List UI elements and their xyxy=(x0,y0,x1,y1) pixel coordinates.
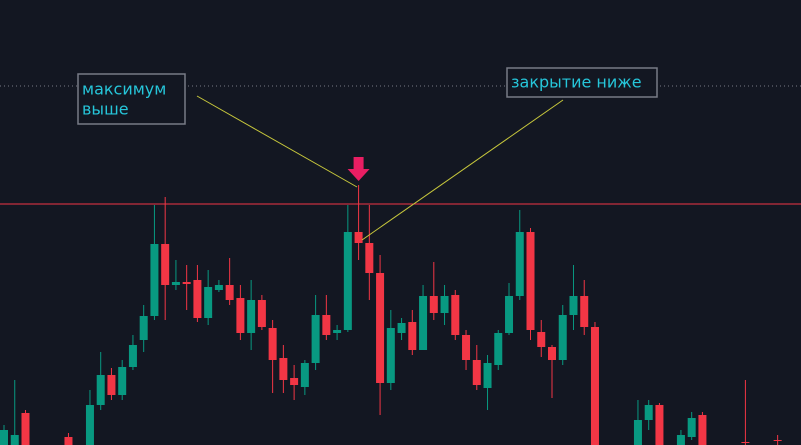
candle-body xyxy=(322,315,331,335)
candle-body xyxy=(376,273,385,383)
candle-body xyxy=(580,296,589,327)
candle-body xyxy=(85,405,94,445)
candle-body xyxy=(225,285,234,300)
candle-body xyxy=(483,363,492,388)
candle-body xyxy=(408,322,417,350)
candle-body xyxy=(300,363,309,387)
signal-arrow xyxy=(347,157,370,181)
candle-body xyxy=(182,282,191,284)
candle-body xyxy=(128,345,137,367)
candle-body xyxy=(150,244,159,316)
annotation-box: закрытие ниже xyxy=(506,67,658,98)
candle-body xyxy=(236,298,245,333)
candle-body xyxy=(0,430,8,445)
annotation-text: выше xyxy=(82,100,129,119)
candle-body xyxy=(505,296,514,333)
candle-body xyxy=(419,296,428,350)
candle-body xyxy=(161,244,170,285)
candle-body xyxy=(472,360,481,385)
candle-body xyxy=(676,435,685,445)
candle-body xyxy=(279,358,288,380)
candle-body xyxy=(644,405,653,420)
annotation-line xyxy=(196,95,358,188)
candle-body xyxy=(204,287,213,318)
annotation-line xyxy=(361,99,564,241)
candle-body xyxy=(386,328,395,383)
candle-body xyxy=(311,315,320,363)
candle-body xyxy=(21,413,30,445)
candle-body xyxy=(451,295,460,335)
candle-body xyxy=(515,232,524,296)
candle-body xyxy=(462,335,471,360)
candle-body xyxy=(118,367,127,395)
candle-body xyxy=(171,282,180,285)
candle-body xyxy=(247,300,256,333)
candle-body xyxy=(193,280,202,318)
candle-body xyxy=(290,378,299,385)
candle-body xyxy=(429,296,438,313)
candle-body xyxy=(64,437,73,445)
candle-body xyxy=(440,296,449,313)
annotation-text: максимум xyxy=(82,80,166,99)
candle-body xyxy=(257,300,266,327)
candle-body xyxy=(494,333,503,365)
candle-body xyxy=(397,323,406,333)
candle-body xyxy=(526,232,535,330)
candle-body xyxy=(365,243,374,273)
candle-body xyxy=(96,375,105,405)
candle-body xyxy=(633,420,642,445)
candle-body xyxy=(547,347,556,360)
annotation-frame xyxy=(77,73,186,125)
candle-body xyxy=(214,285,223,290)
annotation-text: закрытие ниже xyxy=(511,73,642,92)
candle-body xyxy=(687,418,696,437)
candle-body xyxy=(354,232,363,243)
candle-body xyxy=(590,327,599,445)
candle-body xyxy=(107,375,116,395)
candle-body xyxy=(10,435,19,445)
candle-body xyxy=(558,315,567,360)
candle-body xyxy=(139,316,148,340)
candle-body xyxy=(698,415,707,445)
annotation-frame xyxy=(506,67,658,98)
annotation-lines xyxy=(196,95,564,241)
candle-body xyxy=(741,442,750,443)
annotation-box: максимум выше xyxy=(77,73,186,125)
candle-body xyxy=(569,296,578,315)
candle-body xyxy=(268,328,277,360)
candle-body xyxy=(773,440,782,441)
candle-body xyxy=(537,332,546,347)
candle-body xyxy=(655,405,664,445)
candle-body xyxy=(333,330,342,333)
candle-body xyxy=(343,232,352,330)
